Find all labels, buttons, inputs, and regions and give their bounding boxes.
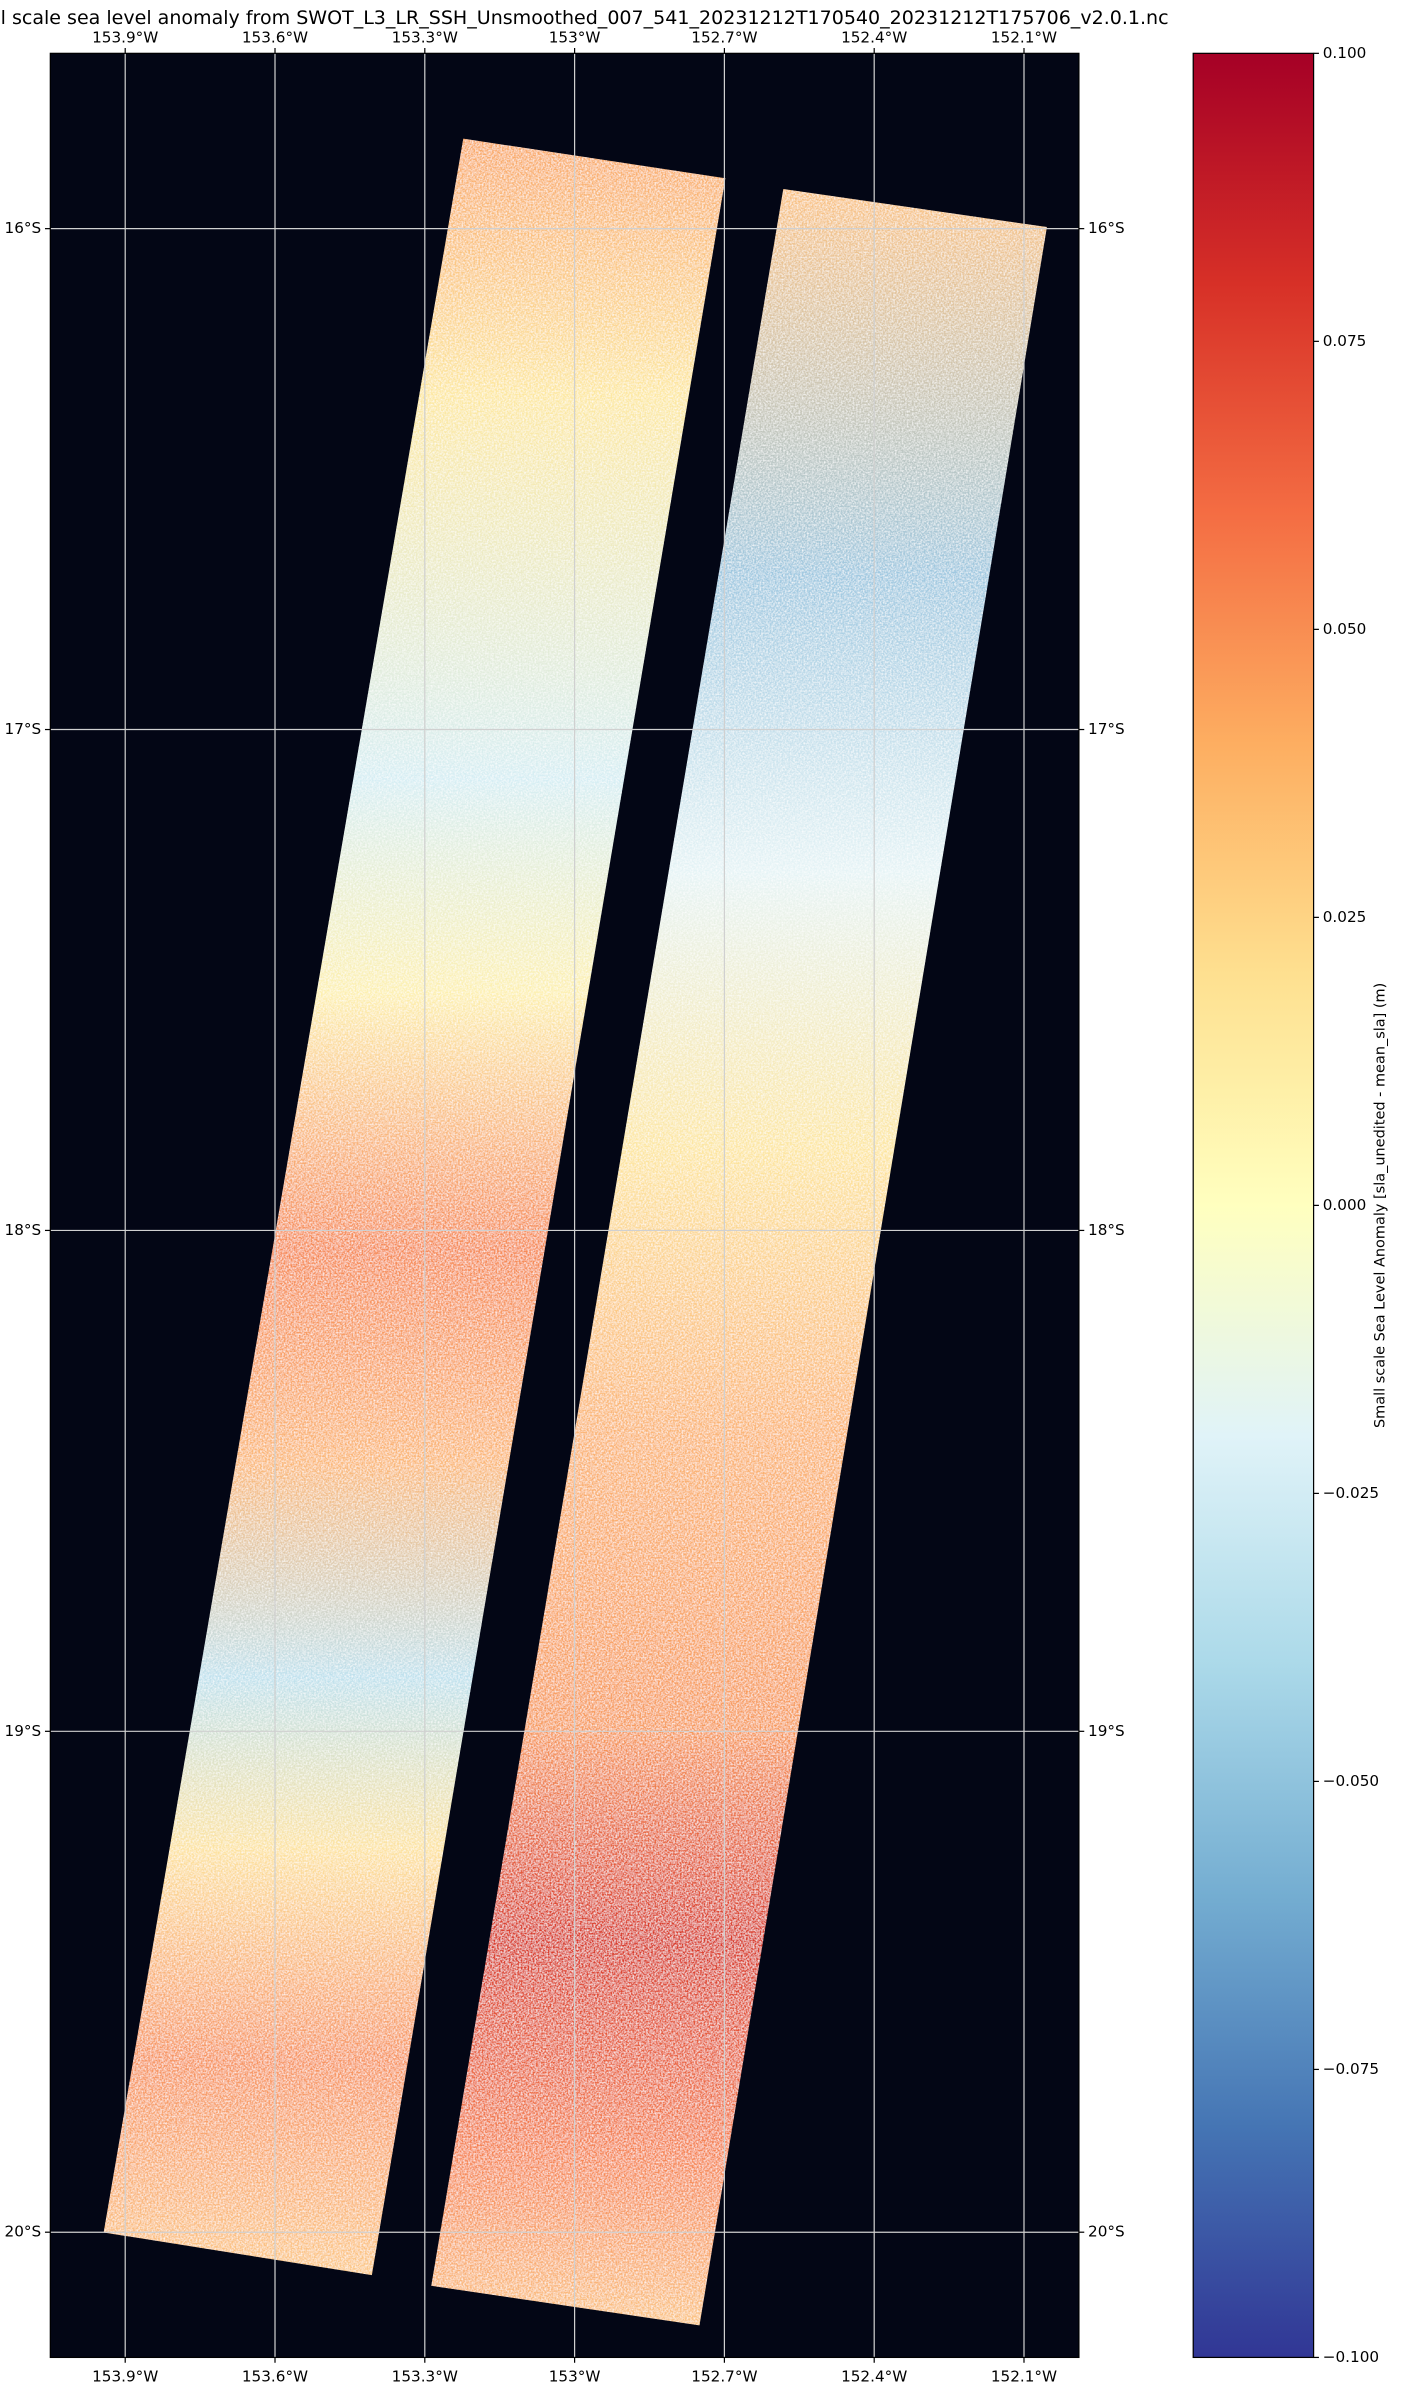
x-tick-label-bottom: 153.3°W [392,2368,458,2386]
chart-title: Small scale sea level anomaly from SWOT_… [0,7,1169,29]
x-tick-label-bottom: 152.4°W [841,2368,907,2386]
x-tick-label-top: 153.6°W [242,29,308,47]
y-tick-label-left: 18°S [5,1221,42,1239]
colorbar-tick-label: −0.025 [1323,1484,1379,1502]
y-tick-label-left: 16°S [5,219,42,237]
y-tick-label-right: 17°S [1088,720,1125,738]
colorbar [1192,52,1315,2359]
x-tick-label-top: 152.1°W [991,29,1057,47]
colorbar-tick-label: −0.100 [1323,2348,1379,2366]
colorbar-tick-label: 0.075 [1323,332,1367,350]
colorbar-tick-label: 0.050 [1323,620,1367,638]
x-tick-label-bottom: 153.6°W [242,2368,308,2386]
x-tick-label-top: 153.9°W [92,29,158,47]
swath-right [431,188,1047,2326]
x-tick-label-bottom: 152.1°W [991,2368,1057,2386]
x-tick-label-top: 153°W [549,29,601,47]
colorbar-tick-label: −0.050 [1323,1772,1379,1790]
y-tick-label-right: 16°S [1088,219,1125,237]
colorbar-tick-label: 0.025 [1323,908,1367,926]
y-tick-label-left: 19°S [5,1722,42,1740]
colorbar-tick-label: 0.000 [1323,1196,1367,1214]
y-tick-label-right: 20°S [1088,2223,1125,2241]
colorbar-label: Small scale Sea Level Anomaly [sla_unedi… [1373,983,1389,1428]
x-tick-label-bottom: 153°W [549,2368,601,2386]
x-tick-label-bottom: 152.7°W [691,2368,757,2386]
colorbar-tick-label: 0.100 [1323,44,1367,62]
y-tick-label-right: 19°S [1088,1722,1125,1740]
colorbar-tick-label: −0.075 [1323,2060,1379,2078]
y-tick-label-left: 20°S [5,2223,42,2241]
x-tick-label-top: 152.7°W [691,29,757,47]
grid [50,53,1079,2358]
x-tick-label-top: 152.4°W [841,29,907,47]
x-tick-label-top: 153.3°W [392,29,458,47]
swath-left [103,138,726,2276]
y-tick-label-left: 17°S [5,720,42,738]
y-tick-label-right: 18°S [1088,1221,1125,1239]
map-frame [49,52,1080,2359]
x-tick-label-bottom: 153.9°W [92,2368,158,2386]
